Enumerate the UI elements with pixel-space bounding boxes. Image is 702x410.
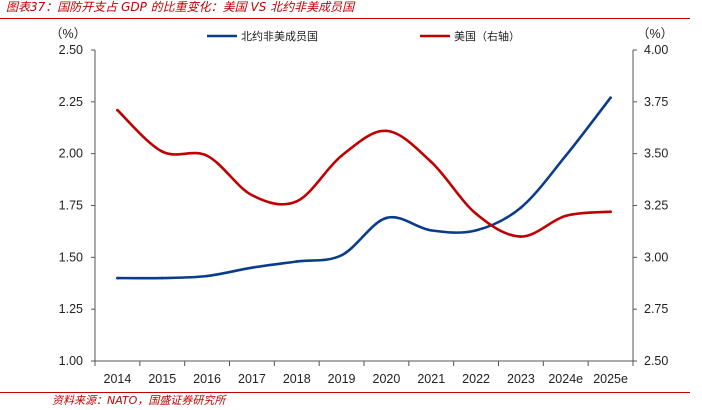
data-point-nato-non-us: [250, 266, 254, 270]
x-axis-tick-label: 2023: [507, 372, 535, 386]
x-axis-tick-label: 2018: [283, 372, 311, 386]
x-axis-tick-label: 2020: [373, 372, 401, 386]
x-axis-tick-label: 2017: [238, 372, 266, 386]
series-line-usa: [116, 108, 612, 238]
left-axis-tick-label: 1.25: [59, 302, 83, 316]
data-point-usa: [564, 214, 568, 218]
data-point-nato-non-us: [519, 206, 523, 209]
right-axis-tick-label: 2.75: [644, 302, 668, 316]
footer-divider: [0, 392, 690, 393]
right-axis-tick-label: 2.50: [644, 354, 668, 368]
x-axis-tick-label: 2025e: [593, 372, 628, 386]
right-axis-tick-label: 3.25: [644, 199, 668, 213]
right-axis-tick-label: 4.00: [644, 43, 668, 57]
right-axis-tick-label: 3.00: [644, 250, 668, 264]
right-axis-tick-label: 3.75: [644, 95, 668, 109]
data-point-usa: [385, 129, 388, 133]
left-axis-tick-label: 1.50: [59, 250, 83, 264]
data-point-nato-non-us: [295, 260, 299, 263]
data-point-usa: [160, 150, 164, 153]
left-axis-tick-label: 2.00: [59, 147, 83, 161]
data-point-usa: [609, 210, 612, 214]
legend-label-nato-non-us: 北约非美成员国: [241, 30, 318, 43]
axes: 1.00 1.25 1.50 1.75 2.00 2.25 2.50 2.50 2.75 3.00…: [50, 27, 673, 386]
series-line-nato-non-us: [116, 96, 612, 280]
data-point-nato-non-us: [340, 253, 343, 257]
data-point-usa: [429, 160, 433, 164]
data-point-usa: [116, 108, 119, 112]
x-axis-tick-label: 2024e: [548, 372, 583, 386]
left-axis-tick-label: 2.50: [59, 43, 83, 57]
x-axis-tick-label: 2016: [193, 372, 221, 386]
data-point-nato-non-us: [205, 274, 209, 278]
right-axis-unit-label: （%）: [637, 27, 673, 41]
left-axis-tick-label: 2.25: [59, 95, 83, 109]
data-point-nato-non-us: [160, 276, 164, 280]
data-point-nato-non-us: [609, 96, 612, 99]
data-point-usa: [474, 212, 478, 216]
data-point-nato-non-us: [474, 229, 478, 232]
data-point-usa: [340, 154, 343, 158]
source-note: 资料来源：NATO，国盛证券研究所: [52, 394, 226, 407]
legend: 北约非美成员国 美国（右轴）: [207, 29, 520, 43]
title-divider: [0, 18, 690, 19]
data-point-nato-non-us: [116, 276, 119, 280]
data-point-nato-non-us: [385, 216, 388, 220]
legend-label-usa: 美国（右轴）: [454, 29, 520, 43]
left-axis-unit-label: （%）: [50, 27, 86, 41]
left-axis-tick-label: 1.00: [59, 354, 83, 368]
chart-title: 图表37：国防开支占 GDP 的比重变化：美国 VS 北约非美成员国: [6, 0, 355, 14]
series: [116, 96, 612, 280]
x-axis-tick-label: 2015: [148, 372, 176, 386]
data-point-usa: [295, 200, 299, 203]
left-axis-tick-label: 1.75: [59, 199, 83, 213]
right-axis-tick-label: 3.50: [644, 147, 668, 161]
data-point-usa: [205, 154, 209, 158]
x-axis-tick-label: 2019: [328, 372, 356, 386]
x-axis-tick-label: 2022: [462, 372, 490, 386]
x-axis-tick-label: 2021: [417, 372, 445, 386]
data-point-usa: [250, 193, 254, 197]
data-point-nato-non-us: [564, 154, 568, 158]
data-point-usa: [519, 235, 523, 238]
x-axis-tick-label: 2014: [104, 372, 132, 386]
data-point-nato-non-us: [429, 229, 433, 232]
